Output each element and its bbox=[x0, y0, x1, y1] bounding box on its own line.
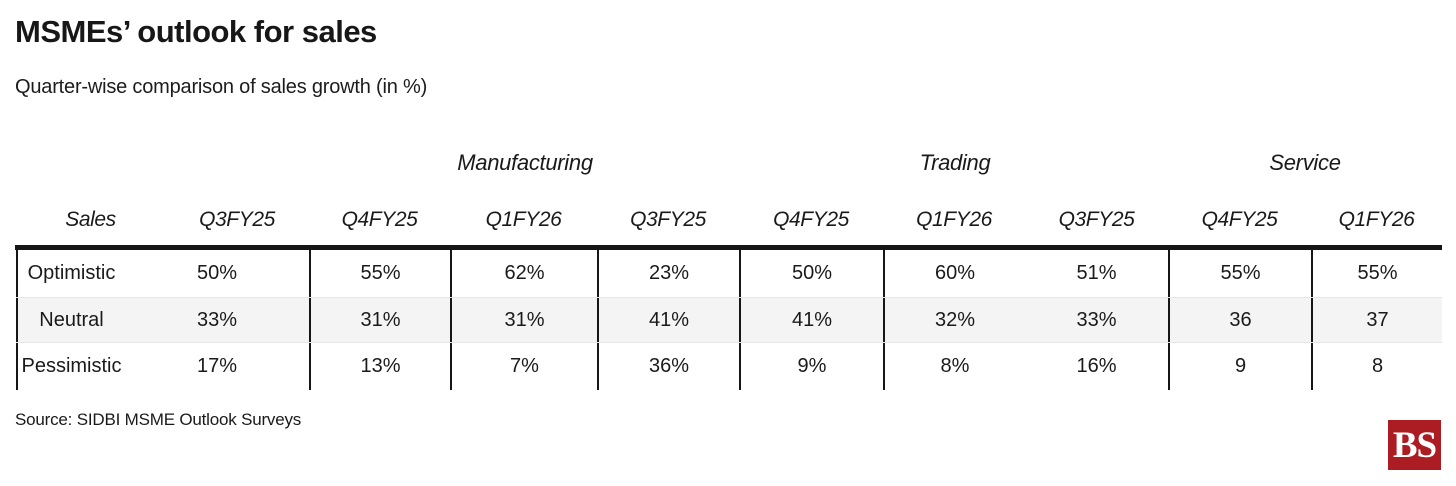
column-header-q3fy25-mfg: Q3FY25 bbox=[199, 208, 275, 231]
table-cell: 33% bbox=[196, 308, 238, 331]
table-row-optimistic: Optimistic 50% 55% 62% 23% 50% 60% 51% 5… bbox=[16, 250, 1442, 297]
logo-text: BS bbox=[1392, 424, 1437, 466]
column-header-q3fy25-trd: Q3FY25 bbox=[630, 208, 706, 231]
column-header-q1fy26-svc: Q1FY26 bbox=[1338, 208, 1415, 231]
column-header-q4fy25-mfg: Q4FY25 bbox=[341, 208, 418, 231]
table-cell: 31% bbox=[450, 298, 597, 342]
table-cell: 8 bbox=[1311, 343, 1442, 390]
table-cell: 36 bbox=[1168, 298, 1311, 342]
table-cell: 36% bbox=[597, 343, 739, 390]
table-cell: 62% bbox=[450, 250, 597, 297]
group-header-trading: Trading bbox=[919, 150, 991, 175]
table-cell: 55% bbox=[1311, 250, 1442, 297]
row-label: Pessimistic bbox=[16, 343, 165, 390]
table-cell: 41% bbox=[597, 298, 739, 342]
page-subtitle: Quarter-wise comparison of sales growth … bbox=[15, 76, 428, 98]
column-header-q1fy26-mfg: Q1FY26 bbox=[485, 208, 562, 231]
table-cell: 8% bbox=[883, 343, 1025, 390]
table-cell: 13% bbox=[309, 343, 450, 390]
table-cell: 7% bbox=[450, 343, 597, 390]
table-cell: 50% bbox=[196, 262, 238, 284]
table-cell: 33% bbox=[1076, 308, 1117, 331]
page-title: MSMEs’ outlook for sales bbox=[15, 14, 377, 49]
table-cell: 32% bbox=[883, 298, 1025, 342]
column-header-sales: Sales bbox=[65, 208, 116, 231]
table-cell: 60% bbox=[883, 250, 1025, 297]
table-cell: 23% bbox=[597, 250, 739, 297]
table-cell: 9 bbox=[1168, 343, 1311, 390]
column-header-row: Sales Q3FY25 Q4FY25 Q1FY26 Q3FY25 Q4FY25… bbox=[16, 200, 1442, 238]
table-row-pessimistic: Pessimistic 17% 13% 7% 36% 9% 8% 16% 9 8 bbox=[16, 343, 1442, 390]
table-cell: 37 bbox=[1311, 298, 1442, 342]
table-cell: 41% bbox=[739, 298, 883, 342]
column-header-q4fy25-trd: Q4FY25 bbox=[773, 208, 849, 231]
table-cell: 17% bbox=[196, 355, 238, 377]
table-cell: 55% bbox=[1168, 250, 1311, 297]
table-cell: 55% bbox=[309, 250, 450, 297]
business-standard-logo: BS bbox=[1388, 420, 1441, 470]
source-note: Source: SIDBI MSME Outlook Surveys bbox=[15, 410, 302, 429]
table-row-neutral: Neutral 33% 31% 31% 41% 41% 32% 33% 36 3… bbox=[16, 297, 1442, 343]
table-cell: 51% bbox=[1076, 262, 1117, 284]
table-cell: 31% bbox=[309, 298, 450, 342]
row-label: Optimistic bbox=[16, 250, 165, 297]
column-header-q4fy25-svc: Q4FY25 bbox=[1201, 208, 1278, 231]
group-header-manufacturing: Manufacturing bbox=[457, 150, 593, 175]
row-label: Neutral bbox=[16, 298, 165, 342]
table-cell: 16% bbox=[1076, 355, 1117, 377]
table-cell: 9% bbox=[739, 343, 883, 390]
group-header-service: Service bbox=[1269, 150, 1341, 175]
table-cell: 50% bbox=[739, 250, 883, 297]
table-top-rule bbox=[15, 245, 1442, 250]
column-header-q1fy26-trd: Q1FY26 bbox=[916, 208, 992, 231]
data-table: Optimistic 50% 55% 62% 23% 50% 60% 51% 5… bbox=[16, 250, 1442, 390]
column-header-q3fy25-svc: Q3FY25 bbox=[1058, 208, 1135, 231]
